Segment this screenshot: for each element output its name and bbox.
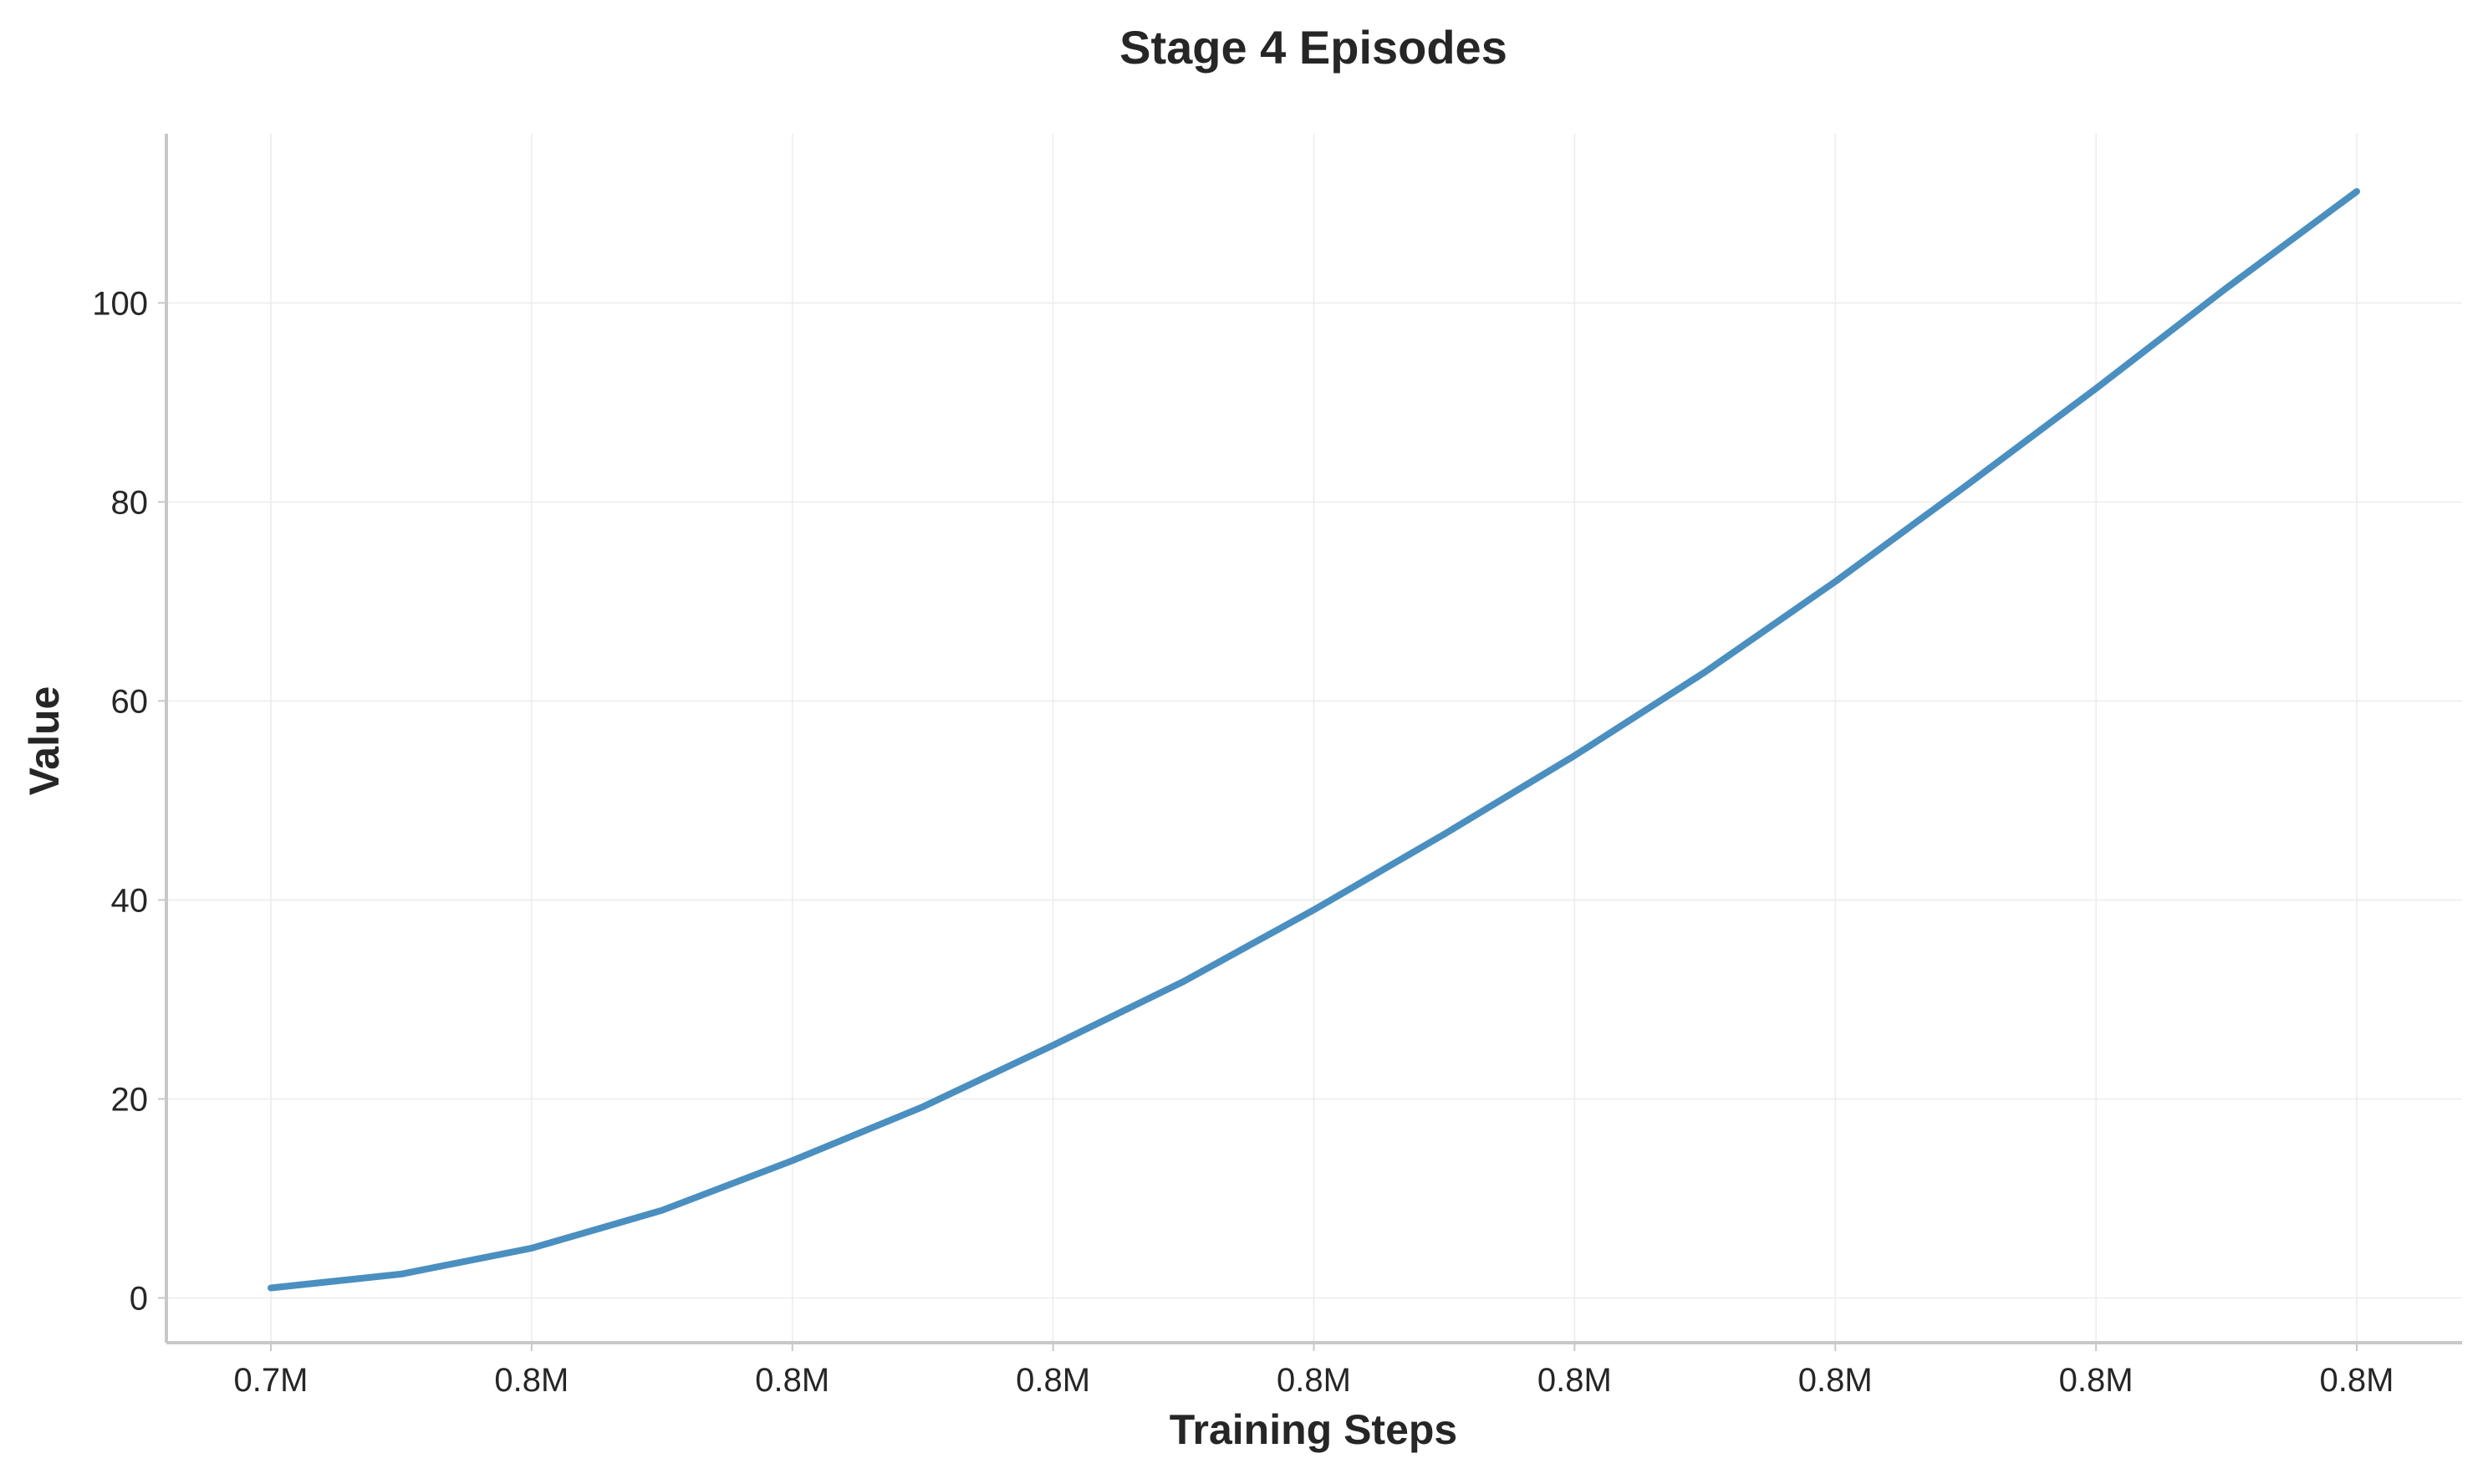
- grid: [166, 134, 2462, 1343]
- x-tick-label: 0.8M: [1016, 1362, 1090, 1399]
- x-tick-label: 0.8M: [755, 1362, 829, 1399]
- y-axis-label: Value: [21, 686, 68, 796]
- x-axis-label: Training Steps: [1170, 1406, 1458, 1453]
- y-tick-label: 20: [111, 1081, 149, 1118]
- x-tick-label: 0.8M: [1277, 1362, 1351, 1399]
- x-tick-label: 0.8M: [1537, 1362, 1612, 1399]
- x-tick-label: 0.8M: [494, 1362, 568, 1399]
- x-tick-label: 0.8M: [2059, 1362, 2134, 1399]
- series-layer: [268, 188, 2360, 1292]
- x-tick-label: 0.8M: [2320, 1362, 2394, 1399]
- y-tick-label: 40: [111, 882, 149, 919]
- y-tick-label: 60: [111, 683, 149, 720]
- y-tick-label: 80: [111, 484, 149, 521]
- y-tick-label: 0: [130, 1280, 148, 1317]
- x-axis-ticks: 0.7M 0.8M 0.8M 0.8M 0.8M 0.8M 0.8M 0.8M 0.8M: [234, 1343, 2394, 1399]
- y-axis-ticks: 0 20 40 60 80 100: [92, 285, 166, 1317]
- chart-title: Stage 4 Episodes: [1119, 21, 1507, 74]
- x-tick-label: 0.7M: [234, 1362, 308, 1399]
- x-tick-label: 0.8M: [1798, 1362, 1873, 1399]
- series-line: [268, 188, 2360, 1292]
- y-tick-label: 100: [92, 285, 148, 322]
